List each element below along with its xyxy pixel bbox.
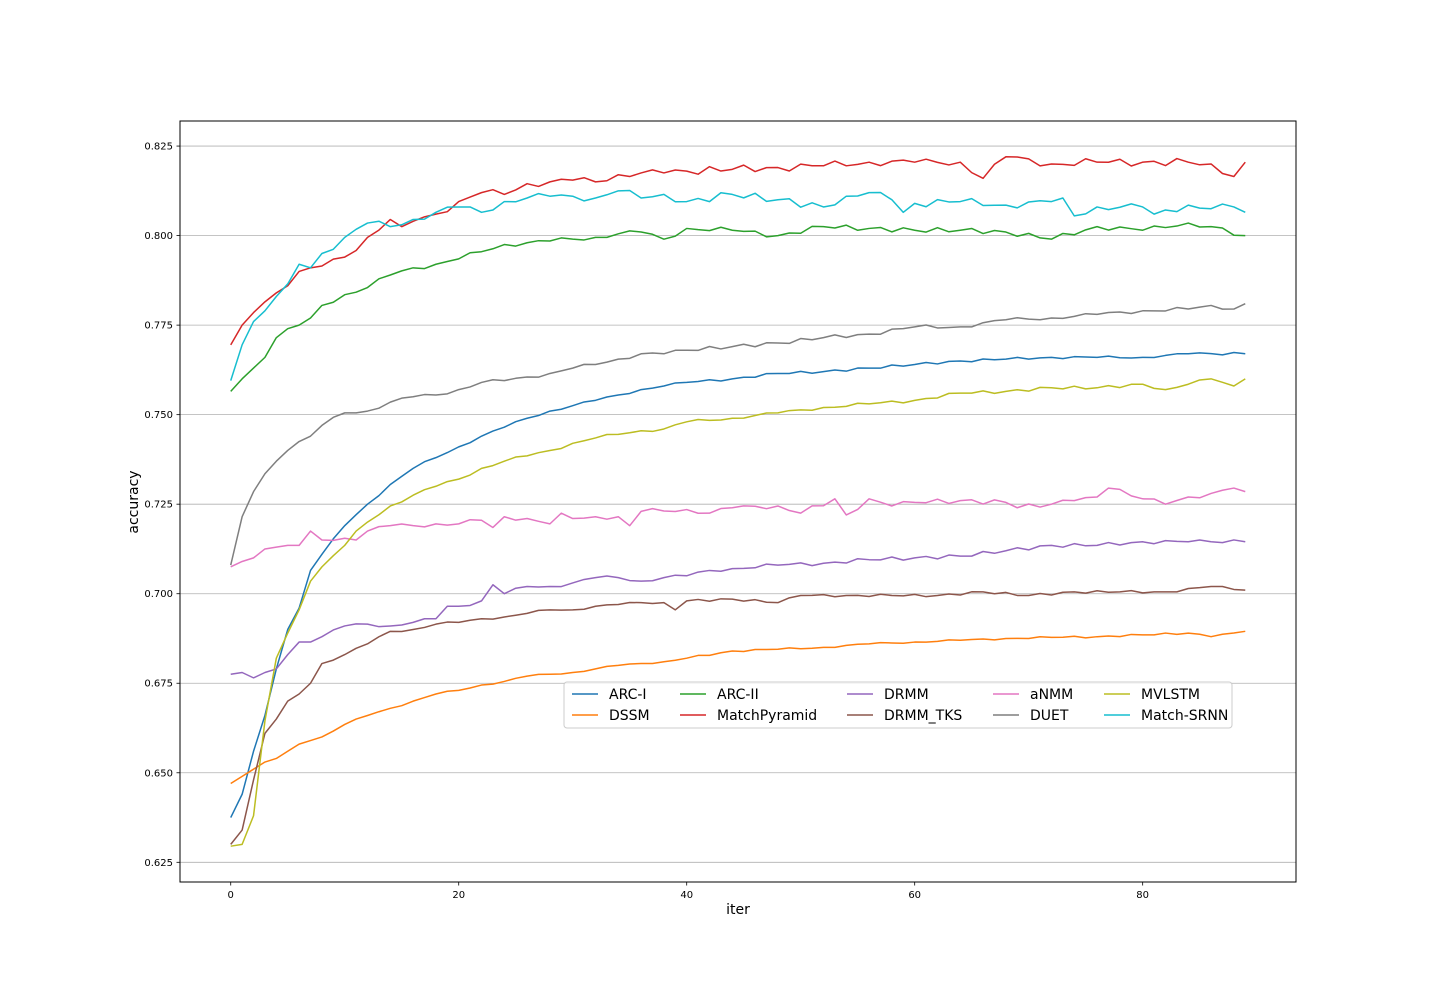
x-tick-label: 20	[452, 890, 465, 901]
y-tick-label: 0.750	[144, 410, 173, 421]
series-line-drmm	[230, 539, 1246, 679]
x-tick-label: 0	[228, 890, 234, 901]
series-line-arc-i	[230, 351, 1246, 818]
legend: ARC-I DSSM ARC-II MatchPyramid DRMM DRMM_TKS a…	[563, 681, 1233, 729]
y-tick-label: 0.675	[144, 679, 173, 690]
x-tick-label: 60	[908, 890, 921, 901]
legend-label-arc-i: ARC-I	[609, 687, 647, 703]
plot-frame	[179, 120, 1297, 883]
y-tick-label: 0.800	[144, 231, 173, 242]
series-line-arc-ii	[230, 222, 1246, 392]
y-tick-label: 0.725	[144, 500, 173, 511]
legend-box	[563, 681, 1233, 729]
legend-label-matchpyramid: MatchPyramid	[717, 708, 817, 724]
legend-label-dssm: DSSM	[609, 708, 650, 724]
series-lines	[230, 156, 1246, 847]
legend-label-duet: DUET	[1030, 708, 1069, 724]
legend-label-match-srnn: Match-SRNN	[1141, 708, 1228, 724]
y-tick-label: 0.700	[144, 589, 173, 600]
y-axis-label: accuracy	[126, 470, 142, 533]
series-line-anmm	[230, 487, 1246, 568]
x-axis-ticks: 0 20 40 60 80	[228, 882, 1149, 901]
legend-label-arc-ii: ARC-II	[717, 687, 759, 703]
legend-label-mvlstm: MVLSTM	[1141, 687, 1200, 703]
legend-label-drmm: DRMM	[884, 687, 929, 703]
legend-label-anmm: aNMM	[1030, 687, 1073, 703]
y-axis-ticks: 0.625 0.650 0.675 0.700 0.725 0.750 0.775 0.800…	[144, 142, 180, 869]
x-tick-label: 40	[680, 890, 693, 901]
legend-label-drmm-tks: DRMM_TKS	[884, 708, 962, 724]
x-tick-label: 80	[1136, 890, 1149, 901]
x-axis-label: iter	[726, 902, 750, 918]
y-tick-label: 0.775	[144, 321, 173, 332]
series-line-mvlstm	[230, 378, 1246, 847]
y-tick-label: 0.825	[144, 142, 173, 153]
series-line-dssm	[230, 630, 1246, 785]
y-tick-label: 0.650	[144, 768, 173, 779]
series-line-drmm-tks	[230, 585, 1246, 845]
series-line-duet	[230, 302, 1246, 566]
y-tick-label: 0.625	[144, 858, 173, 869]
series-line-match-srnn	[230, 189, 1246, 381]
